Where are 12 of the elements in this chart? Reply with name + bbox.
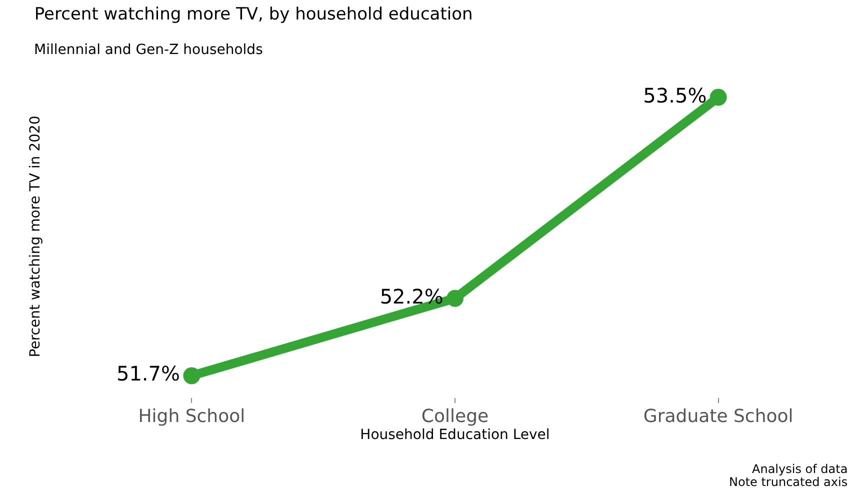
x-tick-label: High School [138,406,246,427]
data-label: 53.5% [643,83,707,108]
data-label: 52.2% [380,284,444,308]
text: Analysis of data [752,462,848,476]
x-axis-title: Household Education Level [360,427,550,443]
text: Note truncated axis [729,475,848,489]
x-tick-label: Graduate School [643,406,794,427]
x-tick-label: College [421,406,489,427]
chart-title: Percent watching more TV, by household education [34,4,473,24]
data-label: 51.7% [116,362,180,386]
chart-subtitle: Millennial and Gen-Z households [34,42,263,58]
y-axis-title: Percent watching more TV in 2020 [28,116,44,358]
